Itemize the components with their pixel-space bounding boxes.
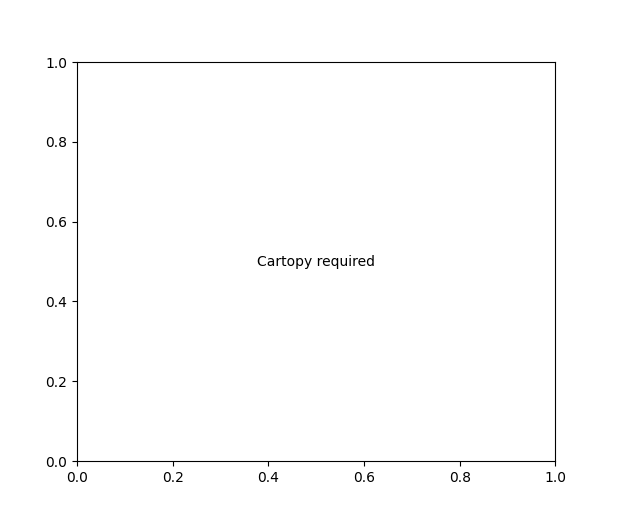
Text: Cartopy required: Cartopy required	[257, 254, 375, 269]
